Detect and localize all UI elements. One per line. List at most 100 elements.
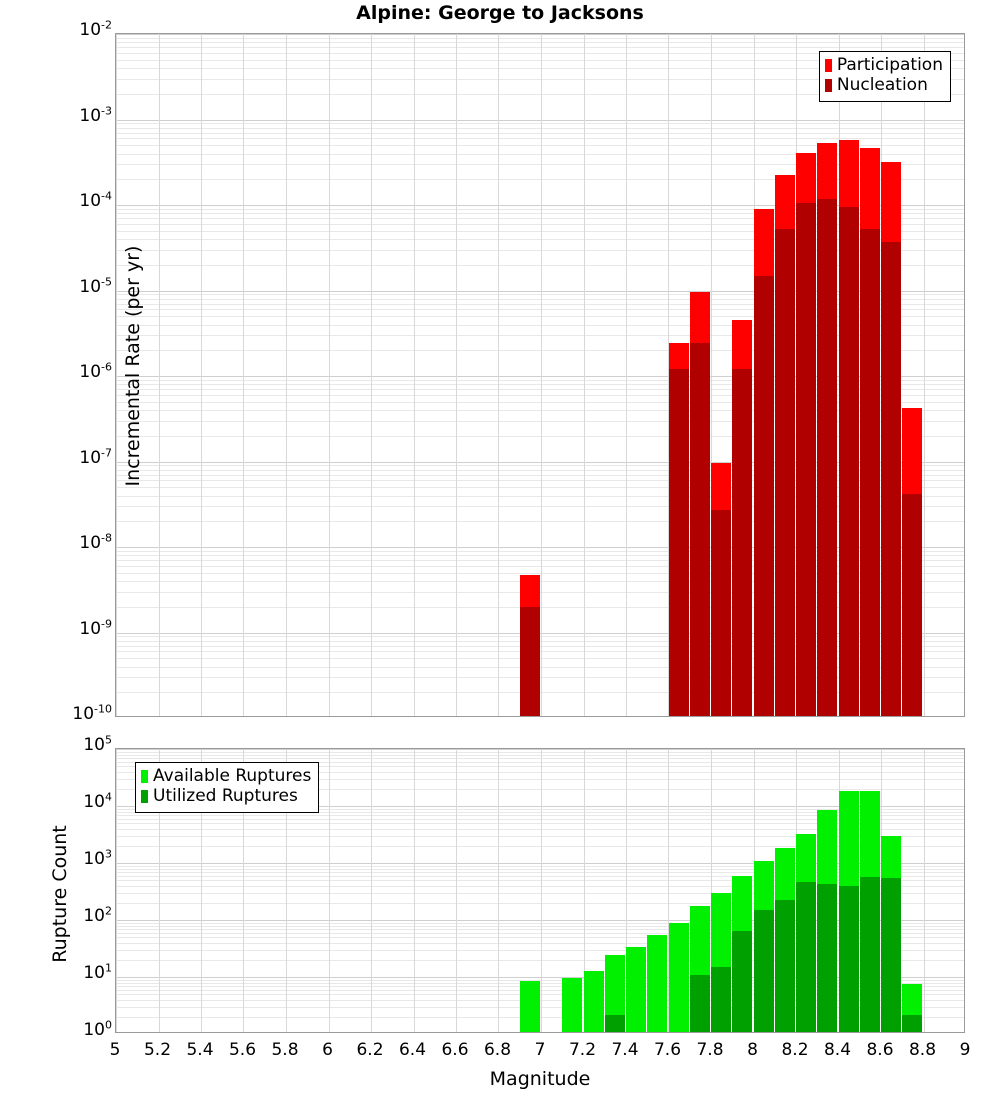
gridline-minor [116,384,964,385]
gridline-major [116,749,964,750]
bar [838,140,859,716]
y-tick-label: 10-5 [79,274,112,297]
gridline-minor [116,923,964,924]
x-tick-label: 9 [959,1040,971,1060]
bar-segment-avail [626,947,647,1032]
bar-segment-util [859,876,880,1032]
gridline-vertical [414,749,415,1032]
bar-segment-avail [774,847,795,900]
gridline-vertical [286,34,287,716]
bar-segment-util [881,878,902,1032]
gridline-vertical [584,749,585,1032]
gridline-minor [116,758,964,759]
bar-segment-util [753,909,774,1032]
gridline-minor [116,926,964,927]
gridline-minor [116,836,964,837]
bar-segment-avail [817,809,838,885]
x-tick-label: 5 [109,1040,121,1060]
bar-segment-part [711,463,732,510]
bar-segment-util [604,1014,625,1032]
gridline-vertical [371,34,372,716]
gridline-minor [116,755,964,756]
bar [732,876,753,1032]
gridline-vertical [286,749,287,1032]
gridline-minor [116,929,964,930]
bar-segment-nucl [753,276,774,716]
x-tick-label: 6.2 [356,1040,384,1060]
gridline-minor [116,395,964,396]
y-tick-label: 105 [83,733,112,755]
gridline-minor [116,555,964,556]
gridline-minor [116,950,964,951]
gridline-vertical [584,34,585,716]
bar-segment-util [689,975,710,1032]
legend-swatch-utilized-ruptures [141,790,148,804]
page-title: Alpine: George to Jacksons [356,2,644,24]
gridline-vertical [159,34,160,716]
x-tick-label: 5.6 [228,1040,257,1060]
gridline-major [116,806,964,807]
gridline-vertical [711,749,712,1032]
gridline-minor [116,893,964,894]
gridline-minor [116,646,964,647]
gridline-major [116,920,964,921]
gridline-minor [116,560,964,561]
gridline-vertical [541,34,542,716]
grid-bottom [116,749,964,1032]
x-tick-label: 8.6 [866,1040,894,1060]
y-tick-label: 10-8 [79,531,112,553]
x-tick-label: 8.8 [908,1040,937,1060]
gridline-minor [116,496,964,497]
gridline-minor [116,94,964,95]
gridline-minor [116,465,964,466]
gridline-minor [116,876,964,877]
gridline-minor [116,42,964,43]
gridline-major [116,120,964,121]
y-tick-label: 10-7 [79,445,112,468]
bar-segment-nucl [881,241,902,716]
bar-segment-avail [881,836,902,879]
gridline-minor [116,983,964,984]
bar-segment-avail [902,983,923,1015]
legend-rupture-count: Available Ruptures Utilized Ruptures [135,762,320,813]
gridline-minor [116,960,964,961]
bar-segment-avail [583,970,604,1032]
gridline-vertical [116,34,117,716]
gridline-minor [116,872,964,873]
x-tick-label: 7.8 [696,1040,724,1060]
legend-incremental-rate: Participation Nucleation [818,51,951,102]
gridline-minor [116,309,964,310]
gridline-vertical [414,34,415,716]
bar-segment-util [838,885,859,1032]
gridline-vertical [116,749,117,1032]
y-tick-label: 10-9 [79,616,112,639]
bar-segment-part [774,175,795,229]
bar-segment-part [689,292,710,344]
gridline-vertical [243,749,244,1032]
gridline-minor [116,1017,964,1018]
gridline-minor [116,79,964,80]
gridline-minor [116,636,964,637]
gridline-minor [116,592,964,593]
gridline-minor [116,421,964,422]
bar [647,935,668,1032]
legend-swatch-participation [824,59,832,73]
gridline-major [116,205,964,206]
gridline-minor [116,1000,964,1001]
gridline-vertical [498,34,499,716]
gridline-minor [116,231,964,232]
y-tick-label: 10-2 [79,18,112,40]
legend-swatch-available-ruptures [141,770,148,784]
gridline-vertical [626,749,627,1032]
bar [859,790,880,1032]
bar [626,947,647,1032]
gridline-minor [116,133,964,134]
x-tick-label: 6.8 [483,1040,512,1060]
grid-top [116,34,964,716]
gridline-minor [116,994,964,995]
gridline-minor [116,68,964,69]
y-tick-label: 101 [83,961,112,983]
gridline-minor [116,218,964,219]
bar-segment-nucl [774,228,795,716]
bar-segment-avail [732,876,753,931]
